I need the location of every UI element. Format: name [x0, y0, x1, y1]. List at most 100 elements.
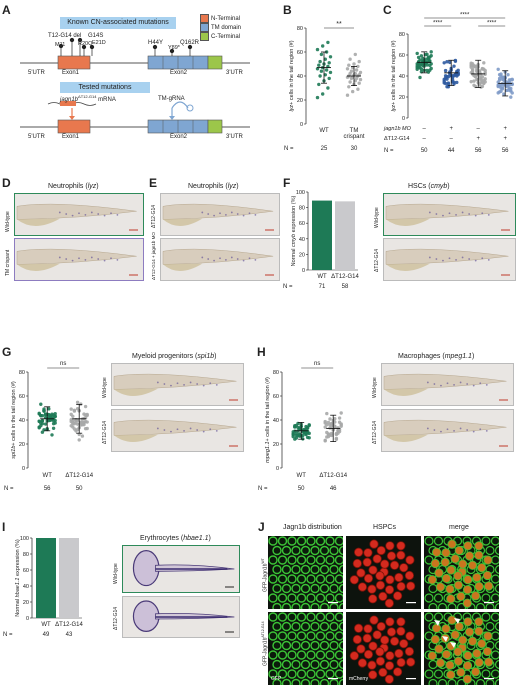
stained-cell — [442, 259, 444, 262]
stained-cell — [435, 258, 438, 260]
stained-cell — [236, 258, 239, 260]
data-point — [333, 417, 337, 421]
cell — [463, 617, 473, 627]
erythrocyte-image-dt12g14 — [122, 596, 240, 638]
cell — [441, 573, 452, 584]
cell — [447, 602, 457, 609]
stained-cell — [213, 214, 215, 217]
y-axis-label: mpeg1.1+ cells in the tail region (#) — [265, 377, 271, 463]
cell — [281, 602, 292, 609]
y-tick-label: 20 — [297, 98, 303, 104]
data-point — [42, 409, 46, 413]
cell — [405, 631, 415, 641]
cell — [485, 602, 495, 609]
x-category-label: crispant — [343, 134, 364, 140]
cell — [464, 551, 475, 561]
data-point — [415, 51, 419, 56]
y-axis-label: Normal cmyb expression (%) — [291, 196, 297, 267]
data-point — [294, 436, 299, 440]
cell — [329, 602, 339, 609]
mrna-label: jagn1bΔT12-G14 mRNA — [60, 94, 116, 103]
cell — [441, 548, 451, 558]
cell — [385, 617, 395, 627]
cell — [441, 624, 451, 634]
utr3-label: 3'UTR — [226, 134, 243, 140]
cell — [300, 564, 311, 575]
cell — [389, 560, 400, 570]
cell — [430, 634, 440, 645]
stained-cell — [183, 429, 185, 432]
stained-cell — [485, 383, 488, 386]
cell — [277, 555, 288, 565]
stained-cell — [440, 430, 442, 433]
cell — [385, 575, 395, 585]
n-label: N = — [284, 146, 294, 152]
y-tick-label: 20 — [399, 95, 405, 101]
data-point — [353, 52, 357, 57]
data-point — [348, 80, 352, 84]
data-point — [347, 85, 351, 89]
cell — [477, 639, 487, 649]
data-point — [345, 67, 350, 71]
data-point — [510, 91, 514, 95]
data-point — [469, 65, 473, 69]
stained-cell — [230, 256, 233, 259]
cell — [306, 555, 316, 565]
data-point — [509, 86, 513, 91]
data-point — [326, 40, 330, 45]
row-value: + — [449, 126, 453, 132]
panel-a-label: A — [2, 3, 11, 17]
cell — [396, 541, 406, 551]
cell — [334, 574, 343, 584]
legend-item: TM domain — [200, 23, 266, 32]
cell — [268, 631, 278, 641]
cell — [329, 583, 339, 594]
n-value: 50 — [421, 148, 428, 154]
cell — [494, 583, 499, 594]
cell — [490, 650, 499, 660]
cell — [464, 627, 475, 637]
n-label: N = — [258, 486, 268, 492]
data-point — [315, 47, 320, 52]
data-point — [348, 57, 352, 61]
exon2-label: Exon2 — [170, 134, 188, 140]
cell — [325, 536, 335, 546]
data-point — [40, 422, 45, 426]
cell — [272, 564, 282, 575]
cell — [406, 581, 416, 591]
n-value: 50 — [76, 486, 83, 492]
cell — [296, 650, 307, 660]
stained-cell — [446, 382, 449, 385]
fish-image-dt12g14 — [160, 193, 280, 236]
panel-g-label: G — [2, 345, 12, 359]
stained-cell — [479, 428, 482, 431]
cell — [296, 555, 307, 565]
data-point — [352, 62, 356, 66]
panel-d-label: D — [2, 176, 11, 190]
data-point — [71, 420, 75, 424]
row-label: ΔT12-G14 — [384, 136, 409, 142]
data-point — [307, 423, 311, 427]
data-point — [473, 64, 478, 69]
stained-cell — [84, 213, 87, 216]
data-point — [327, 61, 331, 65]
cell — [300, 678, 311, 685]
cell — [446, 565, 456, 575]
larva-body — [383, 419, 507, 436]
n-value: 56 — [502, 148, 509, 154]
stained-cell — [58, 211, 61, 214]
stained-cell — [116, 258, 119, 261]
cell — [287, 650, 297, 660]
data-point — [428, 68, 432, 72]
panel-i-image-title: Erythrocytes (hbae1.1) — [140, 535, 211, 542]
stained-cell — [466, 383, 469, 385]
cell — [385, 541, 395, 551]
stained-cell — [84, 258, 87, 261]
stained-cell — [163, 383, 166, 385]
cell — [334, 555, 343, 565]
stained-cell — [433, 429, 436, 431]
data-point — [319, 52, 324, 57]
data-point — [428, 63, 432, 68]
y-tick-label: 60 — [19, 394, 25, 400]
